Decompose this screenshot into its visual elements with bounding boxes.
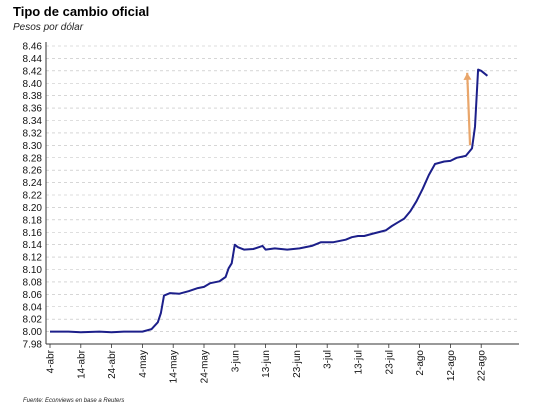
y-tick-label: 8.24 bbox=[23, 178, 43, 189]
y-tick-label: 8.20 bbox=[23, 203, 43, 214]
y-tick-label: 8.06 bbox=[23, 290, 43, 301]
chart-title: Tipo de cambio oficial bbox=[13, 4, 150, 19]
x-tick-label: 24-may bbox=[200, 350, 211, 383]
y-tick-label: 8.18 bbox=[23, 215, 43, 226]
y-tick-label: 8.30 bbox=[23, 141, 43, 152]
y-tick-label: 8.44 bbox=[23, 54, 43, 65]
y-tick-label: 8.22 bbox=[23, 191, 43, 202]
y-tick-label: 8.12 bbox=[23, 253, 43, 264]
annotation-layer bbox=[463, 72, 472, 146]
y-tick-label: 7.98 bbox=[23, 340, 43, 351]
x-tick-labels: 4-abr 14-abr 24-abr 4-may 14-may 24-may 3-jun 1… bbox=[46, 349, 488, 383]
x-tick-label: 12-ago bbox=[446, 350, 457, 382]
source-note: Fuente: Econviews en base a Reuters bbox=[23, 398, 125, 404]
chart-subtitle: Pesos por dólar bbox=[13, 22, 84, 33]
axes bbox=[45, 42, 519, 348]
annotation-arrow bbox=[466, 72, 472, 146]
grid-lines bbox=[46, 45, 519, 332]
annotation-arrow-head bbox=[463, 72, 472, 80]
y-tick-label: 8.08 bbox=[23, 277, 43, 288]
y-tick-label: 8.46 bbox=[23, 42, 43, 53]
y-tick-label: 8.10 bbox=[23, 265, 43, 276]
x-tick-label: 24-abr bbox=[107, 349, 118, 379]
y-tick-labels: 7.98 8.008.02 8.048.06 8.088.108.12 8.148.16… bbox=[23, 42, 43, 351]
x-tick-label: 3-jun bbox=[230, 350, 241, 372]
y-tick-label: 8.40 bbox=[23, 79, 43, 90]
y-tick-label: 8.34 bbox=[23, 116, 43, 127]
x-tick-label: 22-ago bbox=[477, 350, 488, 382]
y-tick-label: 8.04 bbox=[23, 302, 43, 313]
x-tick-label: 13-jul bbox=[354, 350, 365, 374]
series-line bbox=[50, 68, 489, 334]
y-tick-label: 8.28 bbox=[23, 153, 43, 164]
y-tick-label: 8.38 bbox=[23, 91, 43, 102]
x-tick-label: 2-ago bbox=[415, 350, 426, 376]
y-tick-label: 8.26 bbox=[23, 166, 43, 177]
x-tick-label: 13-jun bbox=[261, 350, 272, 378]
y-tick-label: 8.36 bbox=[23, 104, 43, 115]
y-tick-label: 8.14 bbox=[23, 240, 43, 251]
x-tick-label: 14-abr bbox=[76, 349, 87, 379]
x-tick-label: 3-jul bbox=[323, 350, 334, 369]
y-tick-label: 8.16 bbox=[23, 228, 43, 239]
y-tick-label: 8.42 bbox=[23, 66, 43, 77]
x-tick-label: 23-jul bbox=[384, 350, 395, 374]
x-tick-label: 4-abr bbox=[46, 349, 57, 373]
y-tick-label: 8.00 bbox=[23, 327, 43, 338]
series-layer bbox=[50, 68, 489, 334]
x-tick-label: 4-may bbox=[138, 350, 149, 378]
x-tick-label: 14-may bbox=[169, 350, 180, 383]
y-tick-label: 8.32 bbox=[23, 128, 43, 139]
x-tick-label: 23-jun bbox=[292, 350, 303, 378]
y-tick-label: 8.02 bbox=[23, 315, 43, 326]
